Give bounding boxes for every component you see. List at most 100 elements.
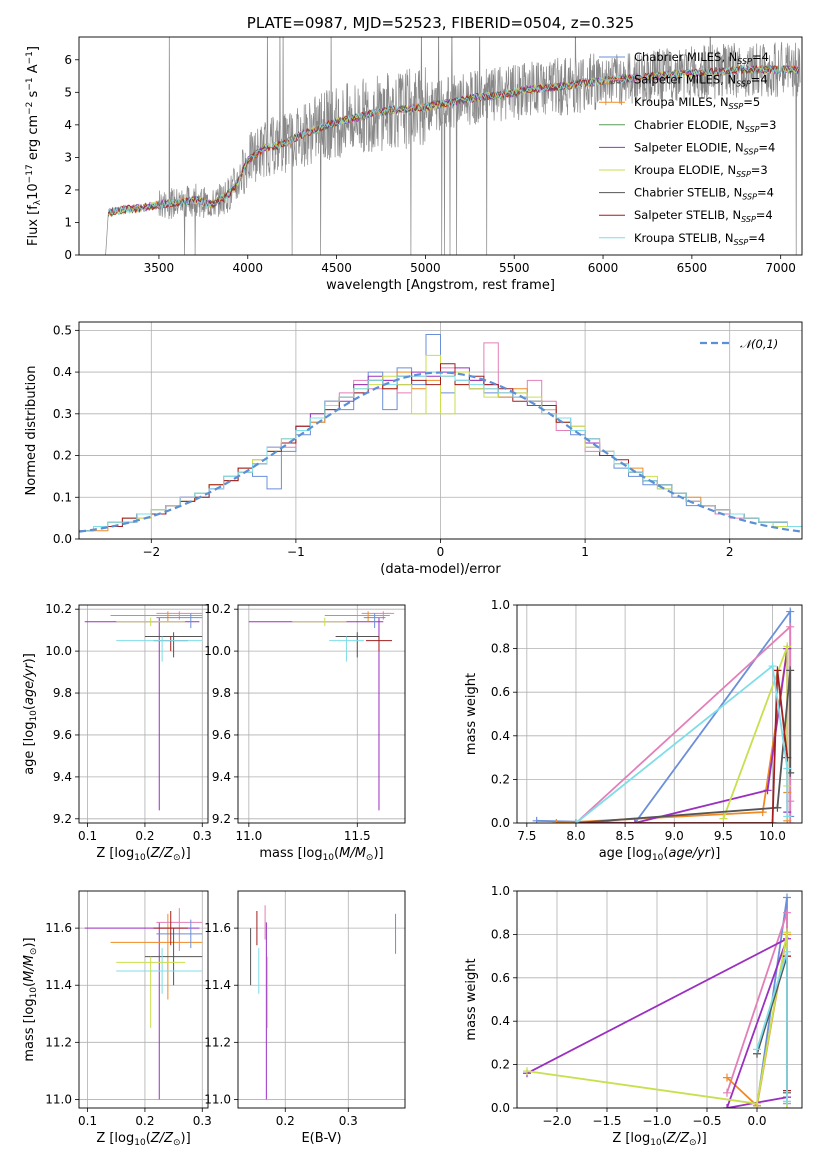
label-part: SSP <box>737 57 752 66</box>
errorbars <box>248 611 395 811</box>
point-marker <box>783 753 792 762</box>
point-marker <box>723 1104 731 1108</box>
errorbar-chabrier-miles <box>156 613 203 629</box>
weight-vs-Z-frame <box>516 890 803 1109</box>
x-tick-label: −2 <box>142 545 160 559</box>
mass-vs-ebv-axes: 0.2 0.3 11.0 11.2 11.4 11.6 <box>204 891 405 1128</box>
point-marker <box>571 819 580 823</box>
label-part: ⊙ <box>173 1138 181 1148</box>
label-part: SSP <box>736 170 751 179</box>
point-marker <box>783 812 792 821</box>
x-tick-label: 0.2 <box>135 829 154 843</box>
label-part: Salpeter ELODIE, N <box>634 140 744 154</box>
x-tick-label: 7.5 <box>517 829 536 843</box>
label-part: mass [log <box>22 998 37 1061</box>
label-part: SSP <box>742 193 757 202</box>
label-part: Chabrier STELIB, N <box>634 186 742 200</box>
label-part: =4 <box>752 50 769 64</box>
y-tick-label: 9.2 <box>53 812 72 826</box>
x-tick-label: 0.3 <box>339 1114 358 1128</box>
x-tick-label: 0.2 <box>276 1114 295 1128</box>
errorbar-chabrier-miles <box>156 919 203 949</box>
x-tick-label: 11.0 <box>235 829 262 843</box>
label-part: ( <box>22 705 37 710</box>
y-tick-label: 0.6 <box>491 971 510 985</box>
point-marker <box>723 1088 731 1097</box>
label-part: )] <box>22 937 37 947</box>
y-tick-label: 5 <box>64 85 72 99</box>
y-tick-label: 9.8 <box>212 686 231 700</box>
errorbar-salpeter-elodie <box>84 922 200 1100</box>
label-part: Z [log <box>612 1131 650 1146</box>
x-tick-label: 0.2 <box>135 1114 154 1128</box>
label-part: )] <box>181 1131 191 1146</box>
x-tick-label: 11.5 <box>344 829 371 843</box>
label-part: E(B-V) <box>301 1131 341 1146</box>
label-part: =4 <box>748 231 765 245</box>
label-part: SSP <box>741 215 756 224</box>
errorbar-kroupa-stelib <box>116 948 203 994</box>
label-part: Z [log <box>96 1131 134 1146</box>
legend-label: Kroupa MILES, NSSP=5 <box>634 95 760 111</box>
point-marker <box>783 764 792 773</box>
label-part: M/M <box>339 846 366 861</box>
label-part: SSP <box>736 80 751 89</box>
y-tick-label: 11.2 <box>45 1035 72 1049</box>
y-tick-label: 0.1 <box>53 490 72 504</box>
model-kroupa-stelib <box>107 64 800 216</box>
y-tick-label: 10.0 <box>204 644 231 658</box>
y-tick-label: 1.0 <box>491 884 510 898</box>
x-tick-label: 9.0 <box>665 829 684 843</box>
point-marker <box>630 819 639 823</box>
label-part: age/yr <box>22 662 37 705</box>
errorbar-chabrier-stelib <box>144 928 203 986</box>
x-axis-label: Z [log10(Z/Z⊙)] <box>96 846 190 863</box>
y-axis-label: age [log10(age/yr)] <box>22 653 39 775</box>
errorbar-salpeter-stelib <box>153 910 188 946</box>
y-tick-label: 0.2 <box>53 449 72 463</box>
label-part: (data-model)/error <box>380 562 501 577</box>
x-tick-label: 8.5 <box>616 829 635 843</box>
point-marker <box>783 928 791 937</box>
errorbar-kroupa-stelib <box>329 636 364 662</box>
point-marker <box>763 786 772 795</box>
x-tick-label: 4500 <box>321 261 352 275</box>
label-part: )] <box>181 846 191 861</box>
point-marker <box>773 803 782 812</box>
y-tick-label: 10.0 <box>45 644 72 658</box>
y-tick-label: 11.2 <box>204 1035 231 1049</box>
x-axis-label: (data-model)/error <box>380 562 501 577</box>
point-marker <box>783 642 792 651</box>
age-vs-Z-frame <box>78 604 209 824</box>
histograms <box>79 334 802 539</box>
y-tick-label: 9.6 <box>212 728 231 742</box>
label-part: 10 <box>29 987 39 999</box>
series-salpeter-miles <box>571 622 795 823</box>
point-marker <box>786 607 795 616</box>
x-tick-label: 0.3 <box>193 1114 212 1128</box>
label-part: Salpeter STELIB, N <box>634 208 741 222</box>
label-part: SSP <box>729 102 744 111</box>
series-kroupa-stelib <box>571 662 792 823</box>
errorbar-salpeter-miles <box>361 611 395 620</box>
x-axis-label: mass [log10(M/M⊙)] <box>259 846 383 863</box>
weight-vs-age-frame <box>516 604 803 824</box>
x-tick-label: −1.0 <box>642 1114 671 1128</box>
age-vs-Z-axes: 0.1 0.2 0.3 9.2 9.4 9.6 9.8 10.0 10.2 <box>45 602 212 843</box>
label-part: 10 <box>134 853 146 863</box>
x-tick-label: 5500 <box>499 261 530 275</box>
x-tick-label: 6000 <box>588 261 619 275</box>
label-part: 10 <box>650 1138 662 1148</box>
point-marker <box>783 947 791 956</box>
y-tick-label: 4 <box>64 118 72 132</box>
y-tick-label: 0.6 <box>491 685 510 699</box>
errorbar-kroupa-elodie <box>116 617 186 626</box>
label-part: ( <box>662 1131 667 1146</box>
y-tick-label: 1.0 <box>491 598 510 612</box>
label-part: ] <box>26 46 41 51</box>
label-part: ( <box>663 846 668 861</box>
label-part: wavelength [Angstrom, rest frame] <box>326 278 555 293</box>
x-axis-label: Z [log10(Z/Z⊙)] <box>96 1131 190 1148</box>
point-marker <box>786 666 795 675</box>
